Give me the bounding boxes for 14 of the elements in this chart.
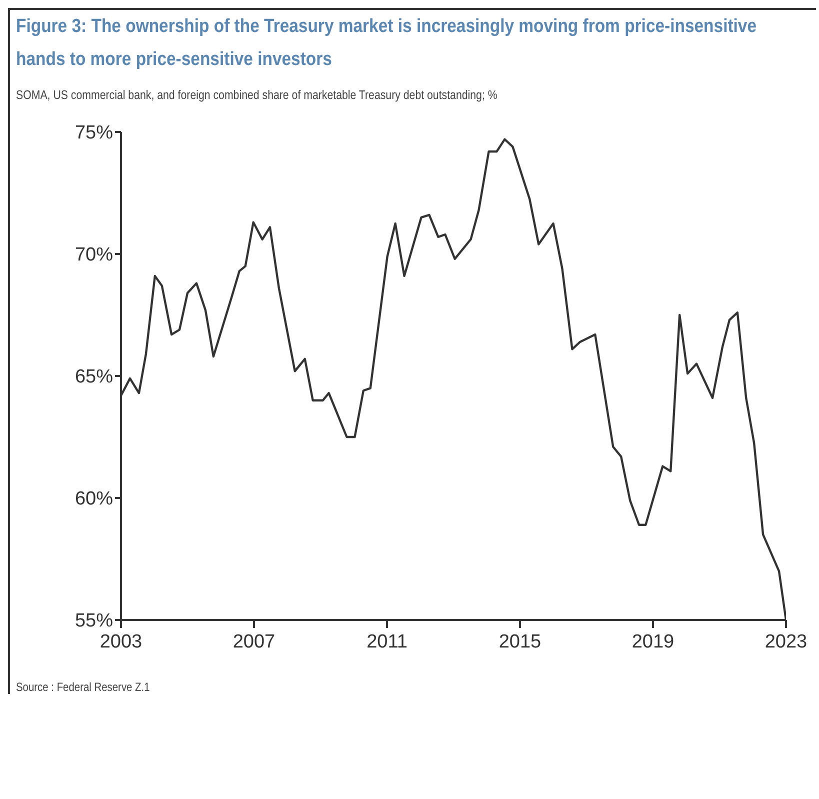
y-tick-label: 65%	[74, 366, 114, 388]
y-tick-label: 60%	[74, 488, 114, 510]
chart-subtitle: SOMA, US commercial bank, and foreign combined share of marketable Treasury debt outstanding; %	[16, 88, 498, 102]
y-tick-label: 75%	[74, 122, 114, 144]
y-tick-label: 70%	[74, 244, 114, 266]
source-note: Source : Federal Reserve Z.1	[16, 680, 151, 694]
chart-title: Figure 3: The ownership of the Treasury market is increasingly moving from price-insensitive hands to more price-sensitive investors	[16, 15, 758, 72]
x-tick-label: 2007	[232, 631, 276, 652]
x-tick-label: 2011	[366, 631, 408, 652]
x-tick-label: 2023	[764, 631, 808, 652]
x-tick-label: 2003	[100, 631, 142, 652]
y-tick-label: 55%	[74, 610, 114, 632]
x-tick-label: 2015	[498, 631, 542, 652]
x-tick-label: 2019	[632, 631, 674, 652]
